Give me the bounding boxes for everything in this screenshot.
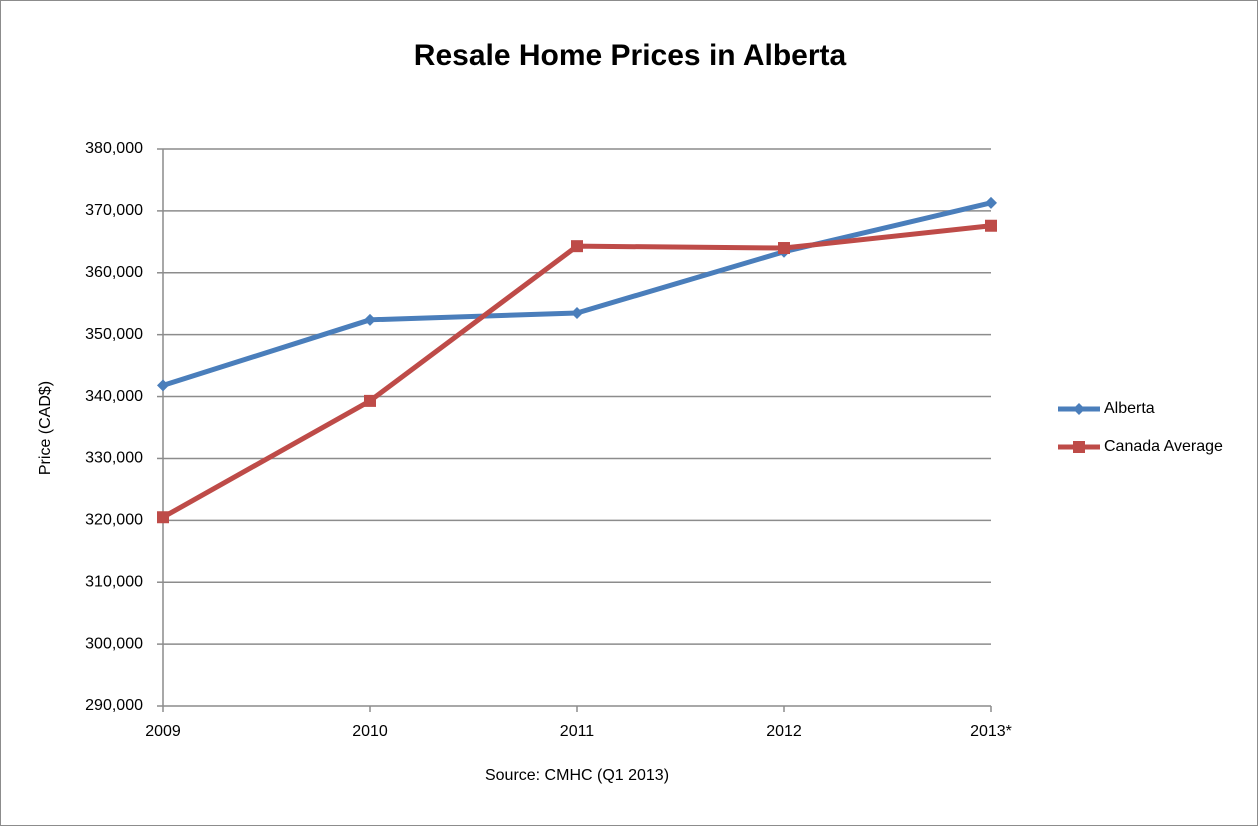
- y-tick-label: 320,000: [85, 512, 143, 529]
- data-point: [571, 240, 583, 253]
- x-tick-label: 2012: [766, 723, 802, 740]
- data-point: [364, 313, 376, 326]
- y-tick-label: 330,000: [85, 450, 143, 467]
- y-tick-label: 370,000: [85, 202, 143, 219]
- legend-label: Canada Average: [1104, 438, 1223, 455]
- chart-title: Resale Home Prices in Alberta: [414, 39, 847, 72]
- data-point: [157, 511, 169, 524]
- y-tick-label: 360,000: [85, 264, 143, 281]
- data-point: [364, 394, 376, 407]
- y-tick-label: 380,000: [85, 140, 143, 157]
- y-tick-label: 350,000: [85, 326, 143, 343]
- legend-marker: [1073, 441, 1085, 453]
- y-tick-label: 310,000: [85, 573, 143, 590]
- legend-label: Alberta: [1104, 400, 1155, 417]
- x-tick-label: 2009: [145, 723, 181, 740]
- data-point: [985, 196, 997, 209]
- x-tick-label: 2013*: [970, 723, 1012, 740]
- y-tick-label: 340,000: [85, 388, 143, 405]
- data-point: [985, 219, 997, 232]
- data-point: [571, 307, 583, 320]
- y-tick-label: 300,000: [85, 635, 143, 652]
- legend-marker: [1073, 403, 1085, 415]
- source-note: Source: CMHC (Q1 2013): [485, 767, 669, 784]
- data-point: [157, 379, 169, 392]
- y-tick-label: 290,000: [85, 697, 143, 714]
- x-tick-label: 2010: [352, 723, 388, 740]
- y-axis-label: Price (CAD$): [37, 381, 54, 475]
- data-point: [778, 242, 790, 255]
- x-tick-label: 2011: [560, 723, 595, 740]
